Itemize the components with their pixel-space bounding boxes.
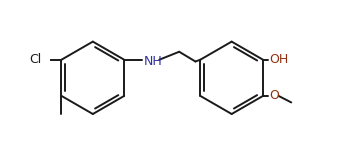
Text: OH: OH	[269, 53, 289, 66]
Text: O: O	[269, 89, 279, 102]
Text: NH: NH	[144, 55, 163, 68]
Text: Cl: Cl	[29, 53, 42, 66]
